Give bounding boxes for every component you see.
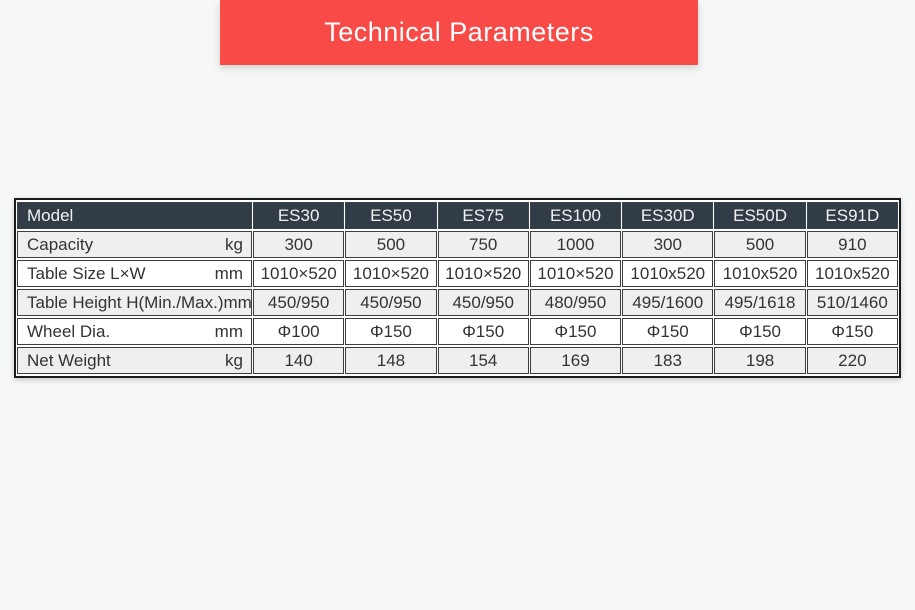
row-net-weight: Net Weight kg 140 148 154 169 183 198 22…	[17, 347, 898, 374]
row-wheel-dia: Wheel Dia. mm Φ100 Φ150 Φ150 Φ150 Φ150 Φ…	[17, 318, 898, 345]
spec-cell: 154	[437, 347, 529, 374]
spec-cell: 450/950	[345, 289, 437, 316]
table-header-row: Model ES30 ES50 ES75 ES100 ES30D ES50D E…	[17, 202, 898, 229]
spec-cell: 910	[806, 231, 898, 258]
spec-cell: Φ100	[253, 318, 345, 345]
param-label: Net Weight	[27, 350, 111, 370]
spec-cell: 300	[253, 231, 345, 258]
spec-cell: 140	[253, 347, 345, 374]
header-es91d: ES91D	[806, 202, 898, 229]
section-title: Technical Parameters	[324, 17, 594, 47]
param-unit: mm	[214, 263, 243, 283]
spec-cell: 183	[622, 347, 714, 374]
header-es50: ES50	[345, 202, 437, 229]
param-cell: Table Height H(Min./Max.) mm	[17, 289, 252, 316]
param-unit: mm	[214, 321, 243, 341]
param-label: Capacity	[27, 234, 94, 254]
param-label: Table Size L×W	[27, 263, 146, 283]
header-es75: ES75	[437, 202, 529, 229]
spec-cell: 450/950	[437, 289, 529, 316]
spec-cell: 300	[622, 231, 714, 258]
spec-cell: 480/950	[529, 289, 622, 316]
row-table-height: Table Height H(Min./Max.) mm 450/950 450…	[17, 289, 898, 316]
spec-cell: 198	[714, 347, 806, 374]
spec-cell: 1010x520	[806, 260, 898, 287]
technical-parameters-table: Model ES30 ES50 ES75 ES100 ES30D ES50D E…	[14, 198, 901, 378]
spec-cell: 1010x520	[622, 260, 714, 287]
header-es30d: ES30D	[622, 202, 714, 229]
spec-cell: 1010×520	[345, 260, 437, 287]
param-unit: kg	[225, 350, 243, 370]
spec-cell: 495/1618	[714, 289, 806, 316]
spec-cell: 500	[345, 231, 437, 258]
spec-cell: Φ150	[437, 318, 529, 345]
spec-cell: 1010×520	[437, 260, 529, 287]
section-title-banner: Technical Parameters	[220, 0, 698, 65]
spec-cell: 1010×520	[253, 260, 345, 287]
param-cell: Capacity kg	[17, 231, 252, 258]
header-es100: ES100	[529, 202, 622, 229]
spec-cell: 495/1600	[622, 289, 714, 316]
spec-cell: 169	[529, 347, 622, 374]
header-es50d: ES50D	[714, 202, 806, 229]
spec-cell: 1000	[529, 231, 622, 258]
row-capacity: Capacity kg 300 500 750 1000 300 500 910	[17, 231, 898, 258]
spec-cell: 510/1460	[806, 289, 898, 316]
header-model: Model	[17, 202, 252, 229]
param-cell: Table Size L×W mm	[17, 260, 252, 287]
spec-cell: Φ150	[714, 318, 806, 345]
spec-cell: 220	[806, 347, 898, 374]
spec-cell: Φ150	[622, 318, 714, 345]
param-cell: Net Weight kg	[17, 347, 252, 374]
spec-cell: Φ150	[529, 318, 622, 345]
spec-cell: 1010×520	[529, 260, 622, 287]
param-unit: mm	[223, 292, 252, 312]
param-label: Table Height H(Min./Max.)	[27, 292, 224, 312]
param-label: Wheel Dia.	[27, 321, 111, 341]
row-table-size: Table Size L×W mm 1010×520 1010×520 1010…	[17, 260, 898, 287]
spec-cell: 450/950	[253, 289, 345, 316]
spec-table: Model ES30 ES50 ES75 ES100 ES30D ES50D E…	[14, 198, 901, 378]
spec-cell: 148	[345, 347, 437, 374]
spec-cell: Φ150	[806, 318, 898, 345]
spec-cell: 500	[714, 231, 806, 258]
spec-cell: Φ150	[345, 318, 437, 345]
header-es30: ES30	[253, 202, 345, 229]
param-unit: kg	[225, 234, 243, 254]
spec-cell: 1010x520	[714, 260, 806, 287]
spec-cell: 750	[437, 231, 529, 258]
param-cell: Wheel Dia. mm	[17, 318, 252, 345]
